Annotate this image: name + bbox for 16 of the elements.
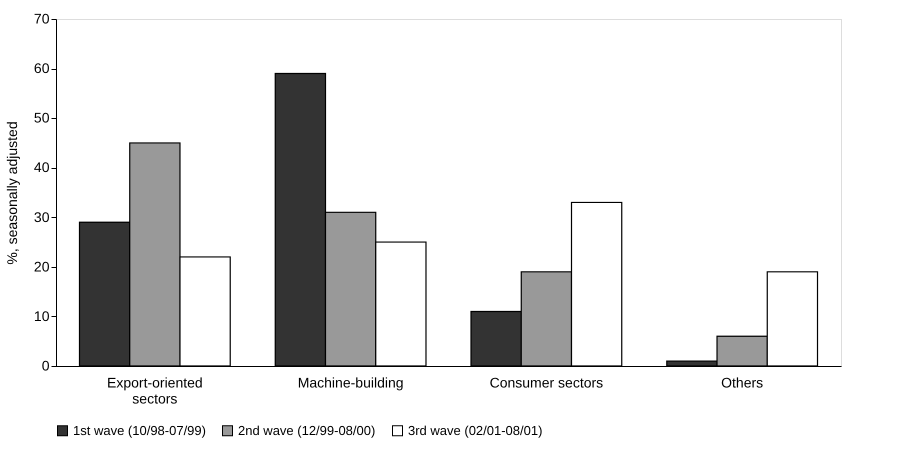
legend-label: 1st wave (10/98-07/99): [73, 422, 206, 438]
y-tick-label: 50: [34, 110, 50, 126]
legend-label: 3rd wave (02/01-08/01): [408, 422, 542, 438]
x-tick-label: Export-oriented sectors: [107, 374, 203, 406]
y-tick-label: 10: [34, 308, 50, 324]
y-tick-label: 70: [34, 10, 50, 26]
x-tick-label: Machine-building: [298, 374, 404, 390]
y-tick-label: 20: [34, 258, 50, 274]
y-axis-title: %, seasonally adjusted: [4, 121, 20, 265]
y-tick-label: 60: [34, 60, 50, 76]
legend-label: 2nd wave (12/99-08/00): [238, 422, 376, 438]
y-tick-label: 40: [34, 159, 50, 176]
x-tick-label: Consumer sectors: [490, 374, 604, 390]
y-tick-label: 0: [42, 358, 50, 374]
x-tick-label: Others: [721, 374, 764, 390]
y-tick-label: 30: [34, 208, 50, 225]
